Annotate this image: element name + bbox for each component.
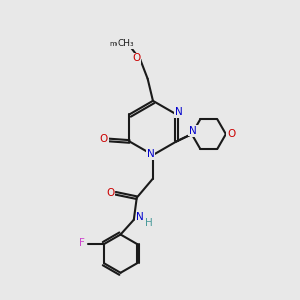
Text: N: N	[147, 149, 154, 159]
Text: F: F	[79, 238, 85, 248]
Text: O: O	[99, 134, 108, 144]
Text: H: H	[145, 218, 153, 228]
Text: N: N	[189, 126, 197, 136]
Text: N: N	[175, 107, 183, 117]
Text: methyl: methyl	[110, 41, 134, 47]
Text: N: N	[191, 126, 199, 136]
Text: N: N	[136, 212, 144, 222]
Text: O: O	[227, 129, 235, 139]
Text: O: O	[106, 188, 114, 198]
Text: O: O	[132, 53, 141, 63]
Text: CH₃: CH₃	[117, 39, 134, 48]
